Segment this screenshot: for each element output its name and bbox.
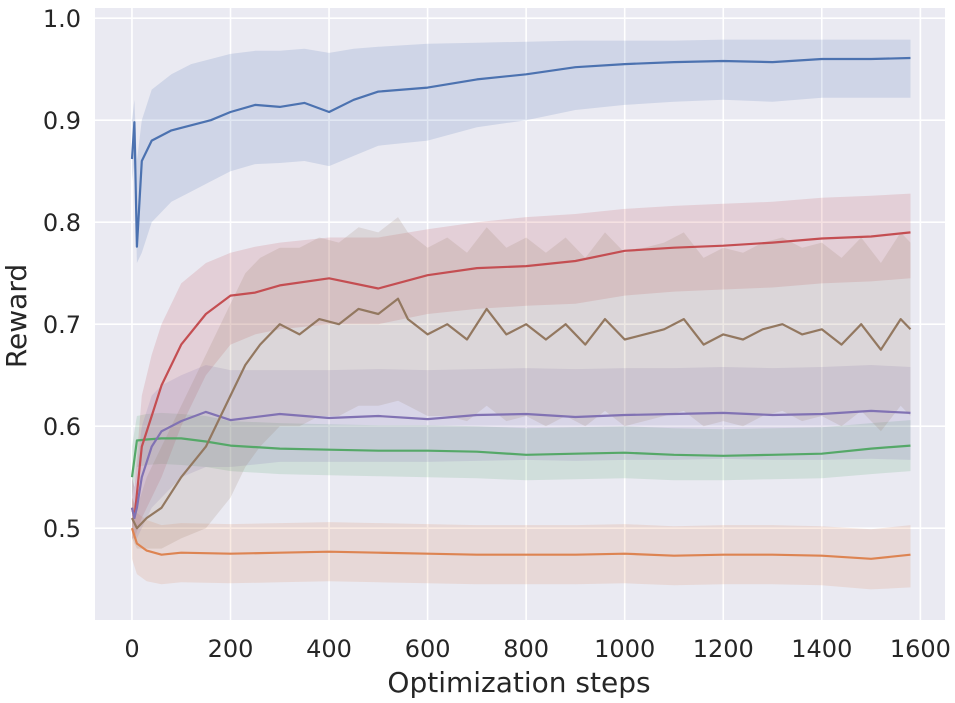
series-line bbox=[130, 231, 911, 520]
series-line bbox=[130, 56, 911, 248]
y-tick-label: 0.7 bbox=[43, 311, 81, 339]
series-line bbox=[130, 437, 911, 478]
y-axis-ticks: 0.5 0.6 0.7 0.8 0.9 1.0 bbox=[43, 5, 81, 543]
y-tick-label: 0.5 bbox=[43, 515, 81, 543]
series-line bbox=[131, 297, 912, 530]
x-tick-label: 800 bbox=[503, 635, 549, 663]
confidence-band bbox=[132, 193, 911, 539]
x-tick-label: 200 bbox=[208, 635, 254, 663]
y-tick-label: 1.0 bbox=[43, 5, 81, 33]
confidence-band bbox=[132, 39, 911, 263]
y-tick-label: 0.9 bbox=[43, 107, 81, 135]
confidence-band bbox=[132, 217, 911, 549]
x-tick-label: 0 bbox=[124, 635, 139, 663]
y-tick-label: 0.6 bbox=[43, 413, 81, 441]
series-line bbox=[130, 409, 911, 520]
x-tick-label: 1400 bbox=[791, 635, 852, 663]
x-tick-label: 400 bbox=[306, 635, 352, 663]
confidence-band bbox=[132, 497, 911, 590]
x-tick-label: 1200 bbox=[693, 635, 754, 663]
confidence-bands bbox=[132, 39, 911, 590]
series-line bbox=[130, 527, 911, 560]
confidence-band bbox=[132, 365, 911, 539]
series-lines bbox=[130, 56, 912, 560]
y-axis-label: Reward bbox=[0, 264, 33, 368]
x-axis-label: Optimization steps bbox=[387, 666, 650, 699]
x-tick-label: 600 bbox=[405, 635, 451, 663]
x-tick-label: 1000 bbox=[594, 635, 655, 663]
x-axis-ticks: 0 200 400 600 800 1000 1200 1400 1600 bbox=[124, 635, 951, 663]
y-tick-label: 0.8 bbox=[43, 209, 81, 237]
grid bbox=[95, 8, 945, 620]
x-tick-label: 1600 bbox=[890, 635, 951, 663]
